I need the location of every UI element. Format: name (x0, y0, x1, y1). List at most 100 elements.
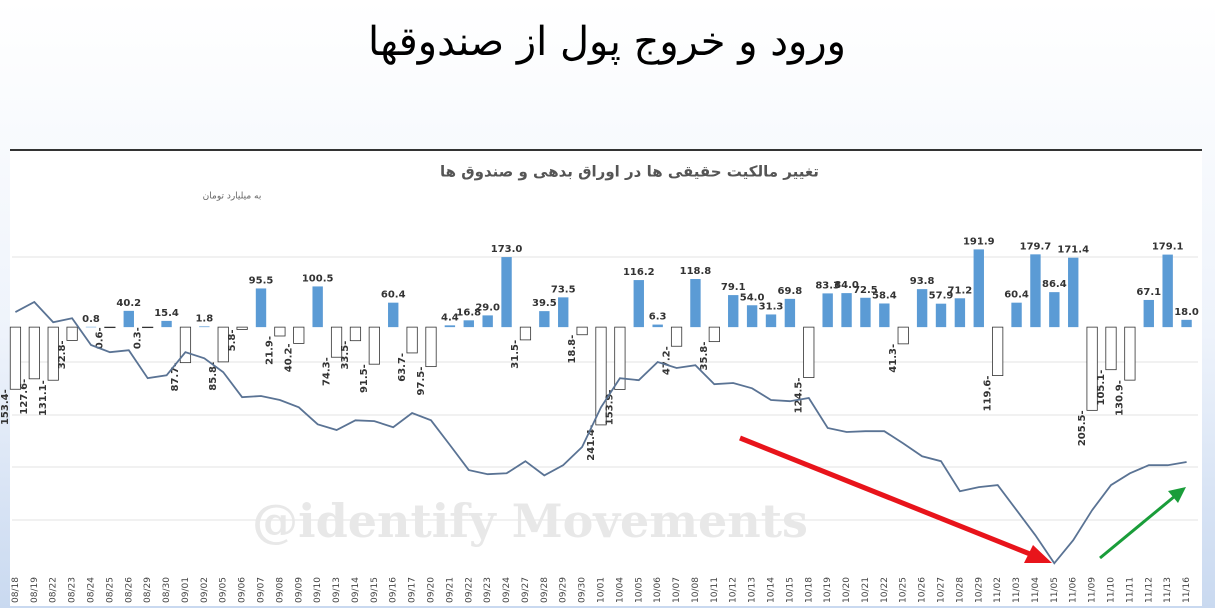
value-label: 87.7- (170, 363, 181, 392)
x-tick-label: 10/19 (823, 577, 833, 603)
value-label: 191.9 (963, 236, 995, 247)
value-label: 105.1- (1096, 370, 1107, 406)
value-label: 21.9- (265, 336, 276, 365)
bar (179, 326, 192, 364)
bar (161, 320, 172, 328)
x-tick-label: 10/27 (937, 577, 947, 603)
x-tick-label: 08/29 (143, 577, 153, 603)
value-label: 171.4 (1057, 245, 1089, 256)
bar (388, 302, 399, 328)
value-label: 116.2 (623, 267, 655, 278)
bar (312, 286, 323, 328)
bar (897, 326, 909, 345)
value-label: 100.5 (302, 273, 334, 284)
value-label: 93.8 (910, 276, 935, 287)
x-tick-label: 10/22 (880, 577, 890, 603)
bar (1124, 326, 1136, 381)
red-arrowhead (1024, 545, 1052, 563)
bar (803, 326, 815, 378)
x-tick-label: 10/08 (691, 577, 701, 603)
bar (1086, 326, 1098, 411)
value-label: 130.9- (1115, 380, 1126, 416)
x-tick-label: 09/28 (540, 577, 550, 603)
bar (28, 326, 40, 380)
bar (47, 326, 59, 381)
x-tick-label: 09/06 (238, 577, 248, 603)
bar (595, 326, 607, 426)
slide-title: ورود و خروج پول از صندوقها (368, 19, 846, 65)
bar (1030, 254, 1041, 328)
bar (330, 326, 343, 358)
bar (236, 326, 248, 330)
x-tick-label: 11/05 (1050, 577, 1060, 603)
bar (992, 326, 1004, 376)
bar (349, 326, 362, 342)
value-label: 1.8 (195, 313, 213, 324)
x-tick-label: 08/19 (30, 577, 40, 603)
value-label: 83.3 (815, 280, 840, 291)
bar (406, 326, 418, 354)
bar (860, 297, 871, 328)
chart-subtitle: به میلیارد تومان (203, 192, 262, 202)
line (14, 300, 1187, 565)
value-label: 41.3- (888, 344, 899, 373)
bar (501, 257, 512, 328)
bar (822, 293, 833, 328)
x-tick-label: 09/13 (332, 577, 342, 603)
value-label: 67.1 (1136, 287, 1161, 298)
x-tick-label: 11/03 (1012, 577, 1022, 603)
value-label: 79.1 (721, 282, 746, 293)
x-tick-label: 08/23 (68, 577, 78, 603)
value-label: 153.9- (605, 389, 616, 425)
bar (142, 326, 154, 329)
x-tick-label: 09/17 (408, 577, 418, 603)
value-label: 32.8- (57, 340, 68, 369)
x-tick-label: 09/16 (389, 577, 399, 603)
x-tick-label: 09/21 (445, 577, 455, 603)
bar (539, 311, 550, 328)
bar (728, 295, 739, 328)
bar (368, 326, 380, 365)
x-tick-label: 08/30 (162, 577, 172, 603)
value-label: 58.4 (872, 290, 897, 301)
value-label: 15.4 (154, 308, 179, 319)
bar (784, 298, 796, 328)
value-label: 35.8- (699, 342, 710, 371)
bar (519, 326, 532, 341)
value-label: 63.7- (397, 353, 408, 382)
bar (123, 310, 134, 328)
bar (482, 315, 493, 328)
value-label: 47.2- (661, 346, 672, 375)
bar (670, 326, 683, 347)
watermark: @identify Movements (252, 494, 808, 548)
value-label: 91.5- (359, 364, 370, 393)
bar (879, 303, 890, 328)
bar (614, 326, 626, 390)
value-label: 127.6- (19, 379, 30, 415)
value-label: 31.3 (759, 301, 784, 312)
bar (274, 326, 286, 337)
value-label: 179.1 (1152, 242, 1184, 253)
value-label: 73.5 (551, 284, 576, 295)
bar (9, 326, 22, 390)
bar (85, 326, 97, 328)
bar (1162, 254, 1173, 328)
x-tick-label: 09/30 (578, 577, 588, 603)
x-tick-label: 11/06 (1069, 577, 1079, 603)
value-label: 71.2 (948, 285, 973, 296)
bar (954, 298, 966, 328)
plot: 08/18 08/19 08/22 08/23 08/24 08/25 08/26 08/29… (0, 236, 1199, 603)
x-tick-label: 10/11 (710, 577, 720, 603)
bar (1011, 302, 1022, 328)
bar (1049, 292, 1060, 328)
bar (652, 324, 663, 328)
bar (973, 249, 984, 328)
x-tick-label: 10/21 (861, 577, 871, 603)
x-tick-label: 08/26 (124, 577, 134, 603)
value-label: 0.3- (132, 327, 143, 349)
bar (1181, 319, 1192, 328)
x-tick-label: 08/22 (49, 577, 59, 603)
x-tick-label: 10/14 (767, 577, 777, 603)
value-label: 60.4 (1004, 290, 1029, 301)
x-tick-label: 09/23 (483, 577, 493, 603)
